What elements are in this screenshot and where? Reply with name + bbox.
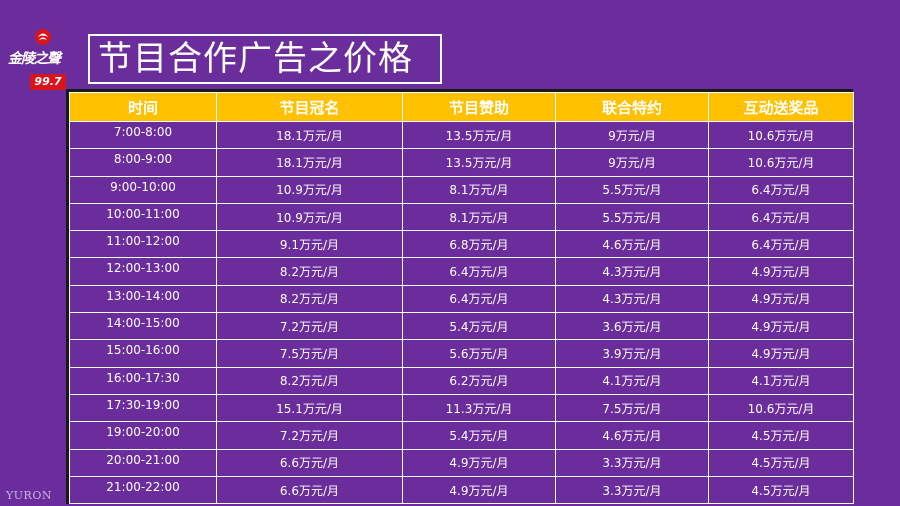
cell-joint-special: 3.9万元/月: [555, 339, 709, 368]
cell-joint-special: 4.6万元/月: [555, 230, 709, 259]
cell-time: 10:00-11:00: [69, 202, 217, 232]
cell-joint-special: 7.5万元/月: [555, 393, 709, 423]
table-row: 16:00-17:30 8.2万元/月 6.2万元/月 4.1万元/月 4.1万元/月: [69, 366, 854, 395]
cell-interactive-prize: 6.4万元/月: [708, 202, 854, 232]
cell-time: 17:30-19:00: [69, 393, 217, 423]
table-row: 21:00-22:00 6.6万元/月 4.9万元/月 3.3万元/月 4.5万元/月: [69, 475, 854, 505]
cell-title-sponsorship: 7.5万元/月: [216, 339, 403, 368]
table-row: 17:30-19:00 15.1万元/月 11.3万元/月 7.5万元/月 10.6万元…: [69, 393, 854, 423]
cell-program-sponsorship: 5.4万元/月: [402, 421, 556, 450]
cell-title-sponsorship: 18.1万元/月: [216, 148, 403, 177]
cell-interactive-prize: 4.5万元/月: [708, 448, 854, 477]
page-title: 节目合作广告之价格: [88, 34, 442, 84]
cell-time: 20:00-21:00: [69, 448, 217, 477]
cell-title-sponsorship: 8.2万元/月: [216, 257, 403, 286]
cell-program-sponsorship: 5.4万元/月: [402, 312, 556, 341]
table-header-row: 时间 节目冠名 节目赞助 联合特约 互动送奖品: [69, 92, 854, 122]
cell-title-sponsorship: 7.2万元/月: [216, 421, 403, 450]
cell-joint-special: 5.5万元/月: [555, 202, 709, 232]
cell-joint-special: 3.3万元/月: [555, 448, 709, 477]
cell-program-sponsorship: 13.5万元/月: [402, 120, 556, 150]
table-row: 10:00-11:00 10.9万元/月 8.1万元/月 5.5万元/月 6.4万元/月: [69, 202, 854, 232]
cell-time: 8:00-9:00: [69, 148, 217, 177]
cell-title-sponsorship: 10.9万元/月: [216, 175, 403, 204]
cell-title-sponsorship: 6.6万元/月: [216, 475, 403, 505]
cell-joint-special: 9万元/月: [555, 120, 709, 150]
table-row: 9:00-10:00 10.9万元/月 8.1万元/月 5.5万元/月 6.4万元/月: [69, 175, 854, 204]
station-logo: 金陵之聲 99.7: [8, 28, 66, 94]
cell-interactive-prize: 4.9万元/月: [708, 312, 854, 341]
cell-time: 11:00-12:00: [69, 230, 217, 259]
logo-frequency: 99.7: [30, 74, 66, 90]
cell-interactive-prize: 4.5万元/月: [708, 421, 854, 450]
cell-joint-special: 3.6万元/月: [555, 312, 709, 341]
price-table-container: 时间 节目冠名 节目赞助 联合特约 互动送奖品 7:00-8:00 18.1万元/…: [66, 89, 854, 505]
table-row: 11:00-12:00 9.1万元/月 6.8万元/月 4.6万元/月 6.4万元/月: [69, 230, 854, 259]
cell-interactive-prize: 4.9万元/月: [708, 339, 854, 368]
table-row: 20:00-21:00 6.6万元/月 4.9万元/月 3.3万元/月 4.5万元/月: [69, 448, 854, 477]
cell-joint-special: 4.3万元/月: [555, 284, 709, 314]
watermark: YURON: [6, 489, 52, 502]
table-row: 8:00-9:00 18.1万元/月 13.5万元/月 9万元/月 10.6万元/月: [69, 148, 854, 177]
cell-interactive-prize: 4.1万元/月: [708, 366, 854, 395]
table-row: 7:00-8:00 18.1万元/月 13.5万元/月 9万元/月 10.6万元/月: [69, 120, 854, 150]
cell-program-sponsorship: 5.6万元/月: [402, 339, 556, 368]
header-interactive-prize: 互动送奖品: [708, 92, 854, 122]
cell-program-sponsorship: 13.5万元/月: [402, 148, 556, 177]
header-program-sponsorship: 节目赞助: [402, 92, 556, 122]
cell-time: 19:00-20:00: [69, 421, 217, 450]
table-row: 13:00-14:00 8.2万元/月 6.4万元/月 4.3万元/月 4.9万元/月: [69, 284, 854, 314]
cell-time: 7:00-8:00: [69, 120, 217, 150]
header-title-sponsorship: 节目冠名: [216, 92, 403, 122]
cell-interactive-prize: 10.6万元/月: [708, 393, 854, 423]
cell-joint-special: 3.3万元/月: [555, 475, 709, 505]
cell-joint-special: 4.1万元/月: [555, 366, 709, 395]
cell-joint-special: 9万元/月: [555, 148, 709, 177]
cell-program-sponsorship: 6.4万元/月: [402, 257, 556, 286]
cell-interactive-prize: 10.6万元/月: [708, 120, 854, 150]
table-row: 19:00-20:00 7.2万元/月 5.4万元/月 4.6万元/月 4.5万元/月: [69, 421, 854, 450]
cell-joint-special: 4.3万元/月: [555, 257, 709, 286]
cell-title-sponsorship: 18.1万元/月: [216, 120, 403, 150]
cell-program-sponsorship: 6.8万元/月: [402, 230, 556, 259]
cell-program-sponsorship: 8.1万元/月: [402, 175, 556, 204]
cell-program-sponsorship: 8.1万元/月: [402, 202, 556, 232]
cell-interactive-prize: 4.9万元/月: [708, 257, 854, 286]
cell-program-sponsorship: 6.2万元/月: [402, 366, 556, 395]
logo-brand-text: 金陵之聲: [8, 51, 61, 67]
cell-program-sponsorship: 6.4万元/月: [402, 284, 556, 314]
cell-interactive-prize: 6.4万元/月: [708, 230, 854, 259]
cell-title-sponsorship: 8.2万元/月: [216, 366, 403, 395]
cell-title-sponsorship: 10.9万元/月: [216, 202, 403, 232]
table-row: 12:00-13:00 8.2万元/月 6.4万元/月 4.3万元/月 4.9万元/月: [69, 257, 854, 286]
cell-time: 16:00-17:30: [69, 366, 217, 395]
cell-joint-special: 4.6万元/月: [555, 421, 709, 450]
cell-time: 14:00-15:00: [69, 312, 217, 341]
logo-swirl-icon: [35, 29, 51, 45]
cell-time: 15:00-16:00: [69, 339, 217, 368]
cell-title-sponsorship: 15.1万元/月: [216, 393, 403, 423]
cell-interactive-prize: 10.6万元/月: [708, 148, 854, 177]
price-table: 时间 节目冠名 节目赞助 联合特约 互动送奖品 7:00-8:00 18.1万元/…: [69, 92, 854, 505]
cell-joint-special: 5.5万元/月: [555, 175, 709, 204]
cell-title-sponsorship: 9.1万元/月: [216, 230, 403, 259]
cell-title-sponsorship: 8.2万元/月: [216, 284, 403, 314]
cell-program-sponsorship: 4.9万元/月: [402, 475, 556, 505]
cell-program-sponsorship: 11.3万元/月: [402, 393, 556, 423]
header-joint-special: 联合特约: [555, 92, 709, 122]
cell-interactive-prize: 4.9万元/月: [708, 284, 854, 314]
cell-time: 21:00-22:00: [69, 475, 217, 505]
cell-time: 12:00-13:00: [69, 257, 217, 286]
header-time: 时间: [69, 92, 217, 122]
cell-time: 9:00-10:00: [69, 175, 217, 204]
cell-title-sponsorship: 7.2万元/月: [216, 312, 403, 341]
cell-program-sponsorship: 4.9万元/月: [402, 448, 556, 477]
cell-time: 13:00-14:00: [69, 284, 217, 314]
table-row: 14:00-15:00 7.2万元/月 5.4万元/月 3.6万元/月 4.9万元/月: [69, 312, 854, 341]
cell-interactive-prize: 6.4万元/月: [708, 175, 854, 204]
table-row: 15:00-16:00 7.5万元/月 5.6万元/月 3.9万元/月 4.9万元/月: [69, 339, 854, 368]
cell-title-sponsorship: 6.6万元/月: [216, 448, 403, 477]
cell-interactive-prize: 4.5万元/月: [708, 475, 854, 505]
